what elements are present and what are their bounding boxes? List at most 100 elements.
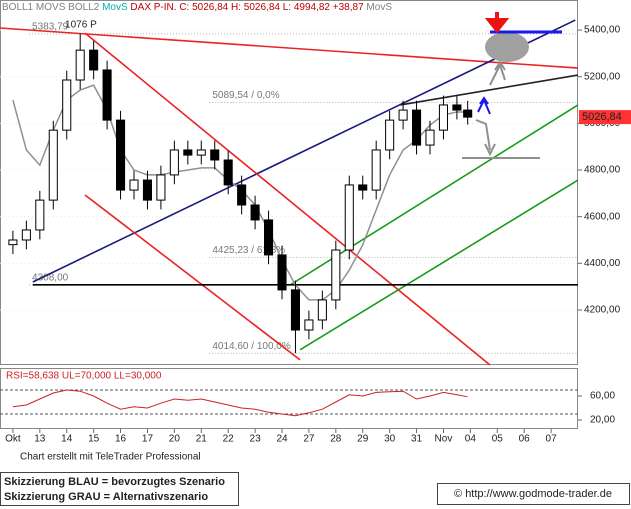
candle-body <box>290 289 300 331</box>
note: Skizzierung BLAU = bevorzugtes Szenario <box>4 476 225 488</box>
trendline <box>84 194 301 361</box>
x-tick-label: 06 <box>519 434 531 445</box>
candle-body <box>385 119 395 151</box>
source: © http://www.godmode-trader.de <box>454 488 612 500</box>
candle-body <box>48 129 58 201</box>
x-tick-label: 30 <box>384 434 396 445</box>
candle-body <box>89 49 99 71</box>
level-label: 5089,54 / 0,0% <box>212 90 279 101</box>
candle-body <box>398 109 408 121</box>
trendline <box>84 32 491 366</box>
source-box <box>437 483 630 505</box>
x-tick-label: 24 <box>276 434 288 445</box>
candle-body <box>412 109 422 146</box>
x-tick-label: 14 <box>61 434 73 445</box>
y-tick-label: 4800,00 <box>584 165 621 176</box>
notes-box <box>0 472 239 506</box>
level-label: 4014,60 / 100,0% <box>212 341 291 352</box>
candle-body <box>169 149 179 176</box>
peak-label: 1076 P <box>65 20 97 31</box>
candle-body <box>129 179 139 191</box>
candle-body <box>183 149 193 156</box>
y-tick-label: 5200,00 <box>584 71 621 82</box>
x-tick-label: 20 <box>169 434 181 445</box>
candle-body <box>156 174 166 201</box>
rsi-line <box>12 389 468 417</box>
y-tick-label: 4600,00 <box>584 211 621 222</box>
scenario-sketch <box>462 12 562 159</box>
blue-arrow <box>477 96 491 115</box>
candle-body <box>277 254 287 291</box>
header-item: BOLL2 <box>68 2 100 13</box>
x-tick-label: 29 <box>357 434 369 445</box>
x-tick-label: Okt <box>5 434 21 445</box>
y-tick-label: 4400,00 <box>584 258 621 269</box>
x-tick-label: 21 <box>196 434 208 445</box>
x-tick-label: 05 <box>492 434 504 445</box>
x-tick-label: 04 <box>465 434 477 445</box>
header-item: MovS <box>102 2 128 13</box>
candle-body <box>371 149 381 191</box>
header-item: DAX P-IN. C: 5026,84 H: 5026,84 L: 4994,… <box>130 2 364 13</box>
header-item: BOLL1 <box>2 2 34 13</box>
candle-body <box>304 319 314 331</box>
target-zone <box>485 32 529 62</box>
candle-body <box>463 109 473 118</box>
candle-body <box>452 104 462 111</box>
x-tick-label: 13 <box>34 434 46 445</box>
header-item: MovS <box>366 2 392 13</box>
x-tick-label: 17 <box>142 434 154 445</box>
gray-up-arrow <box>489 60 506 86</box>
candle-body <box>358 184 368 191</box>
trendline <box>0 27 579 69</box>
credit: Chart erstellt mit TeleTrader Profession… <box>20 452 201 463</box>
candle-body <box>102 69 112 121</box>
candle-body <box>344 184 354 251</box>
red-arrow <box>484 12 510 34</box>
y-tick-label: 4200,00 <box>584 305 621 316</box>
x-tick-label: 15 <box>88 434 100 445</box>
rsi-title: RSI=58,638 UL=70,000 LL=30,000 <box>6 371 162 382</box>
x-tick-label: 16 <box>115 434 127 445</box>
note: Skizzierung GRAU = Alternativszenario <box>4 491 208 503</box>
candle-body <box>62 79 72 131</box>
header-item: MOVS <box>36 2 66 13</box>
level-label: 4308,00 <box>32 272 69 283</box>
x-tick-label: 31 <box>411 434 423 445</box>
x-tick-label: 22 <box>223 434 235 445</box>
candle-body <box>21 229 31 241</box>
candle-body <box>438 104 448 131</box>
trendline <box>400 74 579 106</box>
candle-body <box>264 219 274 256</box>
x-tick-label: 28 <box>330 434 342 445</box>
candle-body <box>223 159 233 186</box>
rsi-panel <box>0 368 578 429</box>
candle-body <box>8 239 18 246</box>
gray-arrow <box>475 119 496 157</box>
trendline <box>299 179 579 351</box>
candle-body <box>196 149 206 156</box>
candle-body <box>116 119 126 191</box>
candle-body <box>317 299 327 321</box>
level-label: 4425,23 / 61,8% <box>212 245 285 256</box>
price-panel <box>0 0 578 365</box>
rsi-tick-label: 60,00 <box>590 391 615 402</box>
candle-body <box>331 249 341 301</box>
header: BOLL1 MOVS BOLL2 MovS DAX P-IN. C: 5026,… <box>2 2 392 13</box>
candle-body <box>35 199 45 231</box>
candle-body <box>75 49 85 81</box>
candle-body <box>250 204 260 221</box>
level-label: 5383,79 <box>32 22 69 33</box>
x-tick-label: 07 <box>546 434 558 445</box>
y-tick-label: 5400,00 <box>584 25 621 36</box>
last-price-tag <box>579 110 631 125</box>
x-tick-label: 27 <box>303 434 315 445</box>
trendline <box>32 19 576 283</box>
candle-body <box>237 184 247 206</box>
x-tick-label: 23 <box>250 434 262 445</box>
candle-body <box>210 149 220 161</box>
last-price-label: 5026,84 <box>582 111 622 123</box>
x-tick-label: Nov <box>435 434 453 445</box>
rsi-tick-label: 20,00 <box>590 415 615 426</box>
